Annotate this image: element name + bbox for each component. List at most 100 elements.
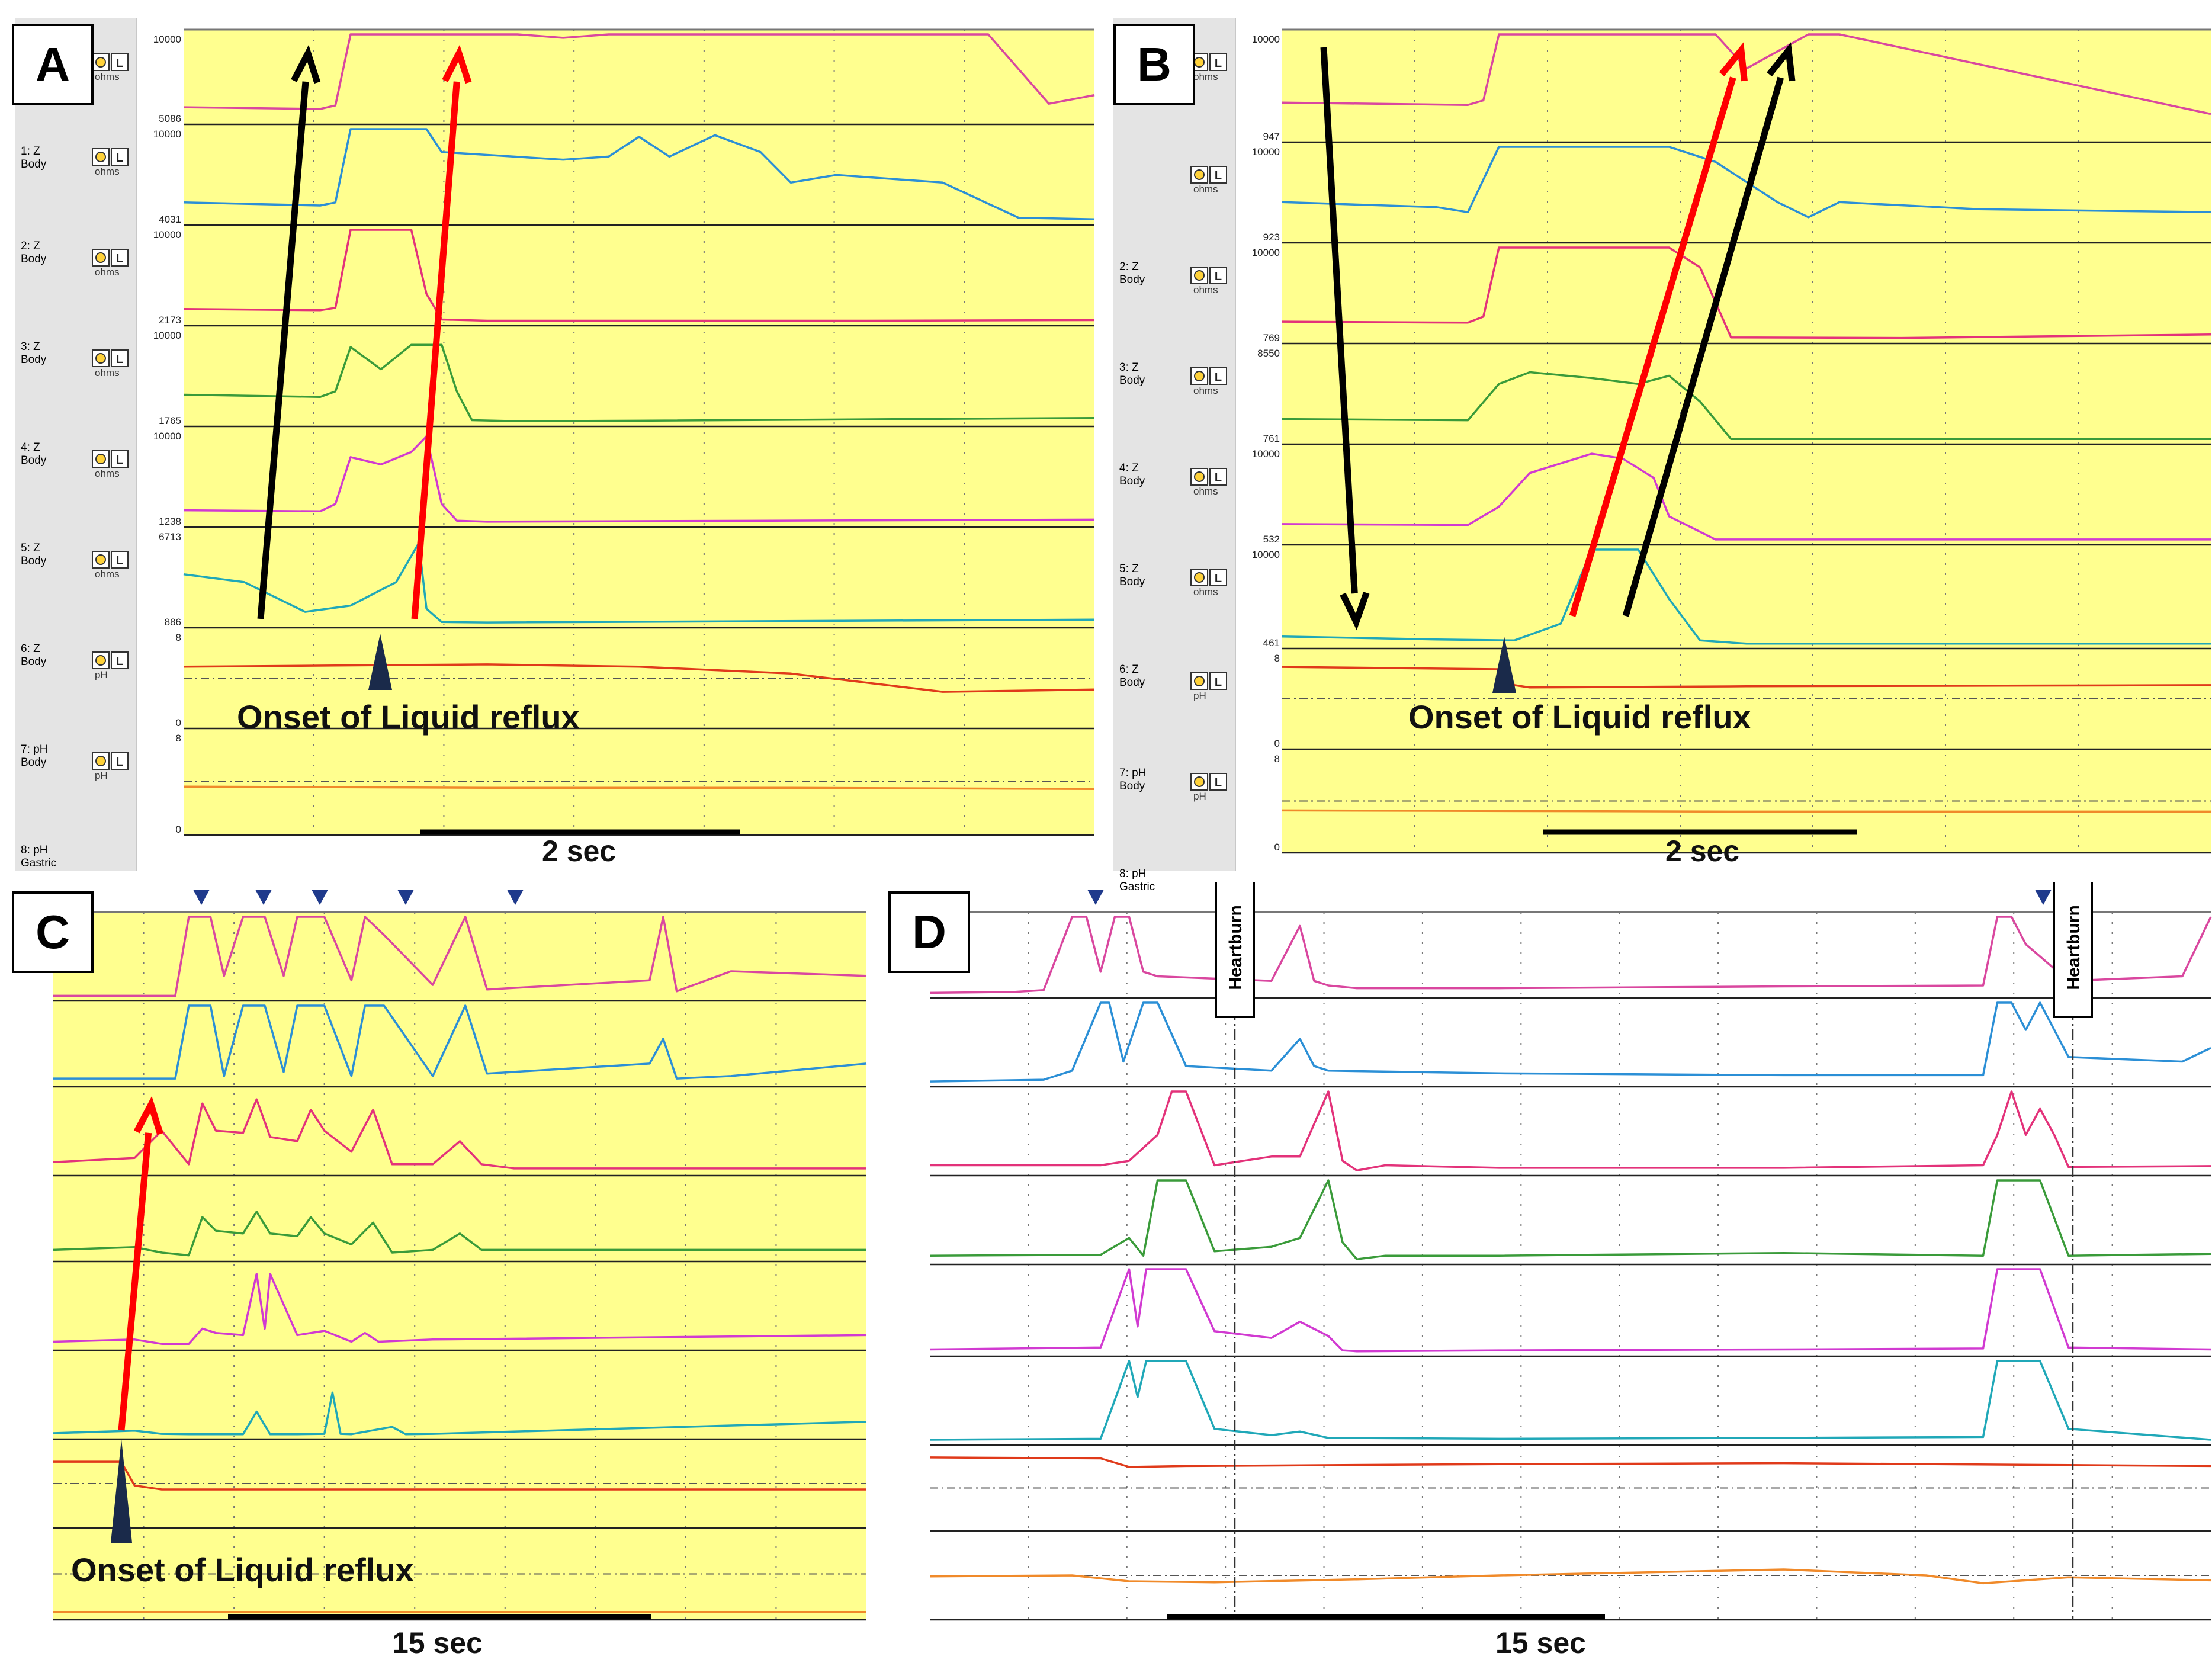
channel-min-label: 947 bbox=[1263, 131, 1280, 142]
channel-max-label: 8 bbox=[176, 733, 181, 744]
channel-max-label: 10000 bbox=[153, 229, 181, 240]
channel-min-label: 0 bbox=[176, 824, 181, 835]
swallow-marker bbox=[312, 890, 328, 905]
trace-line bbox=[53, 1391, 867, 1436]
panel-letter: A bbox=[12, 24, 94, 105]
plot-background bbox=[53, 912, 866, 1620]
channel-settings-icon[interactable]: L bbox=[92, 349, 129, 367]
channel-name: 4: Z Body bbox=[1119, 462, 1145, 487]
plot-area: 10000 947 10000 923 10000 769 8550 761 10000 532 1… bbox=[1235, 18, 2212, 871]
channel-settings-icon[interactable]: L bbox=[92, 53, 129, 71]
svg-text:L: L bbox=[1215, 471, 1222, 484]
trace-line bbox=[183, 128, 1095, 220]
svg-text:L: L bbox=[116, 756, 123, 769]
channel-max-label: 10000 bbox=[1252, 146, 1280, 158]
trace-line bbox=[1282, 33, 2211, 115]
trace-line bbox=[1282, 809, 2211, 813]
channel-settings-icon[interactable]: L bbox=[92, 551, 129, 569]
onset-marker bbox=[368, 634, 392, 690]
channel-name: 1: Z Body bbox=[21, 145, 47, 171]
channel-settings-icon[interactable]: L bbox=[1190, 569, 1227, 586]
channel-min-label: 4031 bbox=[159, 214, 181, 225]
channel-settings-icon[interactable]: L bbox=[92, 752, 129, 770]
trace-line bbox=[53, 1460, 866, 1491]
channel-name: 6: Z Body bbox=[21, 643, 47, 668]
trace-line bbox=[53, 1098, 866, 1170]
channel-settings-icon[interactable]: L bbox=[92, 249, 129, 267]
svg-text:L: L bbox=[116, 454, 123, 467]
channel-settings-icon[interactable]: L bbox=[92, 148, 129, 166]
svg-text:L: L bbox=[116, 353, 123, 366]
scale-bar-label-a: 2 sec bbox=[542, 834, 617, 868]
channel-max-label: 10000 bbox=[1252, 34, 1280, 45]
panel-letter: D bbox=[888, 891, 970, 973]
channel-unit: ohms bbox=[95, 166, 120, 177]
svg-text:L: L bbox=[116, 152, 123, 165]
channel-name: 6: Z Body bbox=[1119, 663, 1145, 689]
trace-line bbox=[929, 916, 2212, 994]
channel-min-label: 1765 bbox=[159, 415, 181, 426]
channel-unit: ohms bbox=[1193, 284, 1218, 296]
channel-unit: ohms bbox=[95, 468, 120, 479]
svg-text:L: L bbox=[1215, 572, 1222, 585]
channel-settings-icon[interactable]: L bbox=[1190, 367, 1227, 385]
channel-max-label: 10000 bbox=[153, 330, 181, 341]
channel-unit: ohms bbox=[1193, 184, 1218, 195]
trace-chart: 1658100001242100008491000010451000013821… bbox=[900, 877, 2212, 1621]
channel-unit: ohms bbox=[95, 267, 120, 278]
channel-max-label: 8550 bbox=[1257, 348, 1280, 359]
channel-settings-icon[interactable]: L bbox=[1190, 53, 1227, 71]
svg-text:L: L bbox=[1215, 676, 1222, 689]
black-arrow bbox=[1320, 47, 1370, 631]
panel-letter: B bbox=[1113, 24, 1195, 105]
black-arrow bbox=[257, 44, 321, 619]
channel-unit: ohms bbox=[1193, 385, 1218, 396]
trace-line bbox=[53, 1211, 866, 1257]
swallow-marker bbox=[2035, 890, 2052, 905]
panel-c: 1260100007814374583314834938562246459207… bbox=[0, 882, 868, 1663]
channel-unit: pH bbox=[95, 669, 108, 680]
swallow-marker bbox=[507, 890, 524, 905]
channel-max-label: 10000 bbox=[1252, 549, 1280, 560]
trace-line bbox=[183, 785, 1095, 791]
trace-line bbox=[1282, 246, 2211, 339]
channel-min-label: 0 bbox=[176, 717, 181, 728]
channel-name: 8: pH Gastric bbox=[1119, 868, 1155, 893]
svg-text:L: L bbox=[1215, 270, 1222, 283]
trace-line bbox=[929, 1568, 2211, 1585]
svg-text:L: L bbox=[116, 252, 123, 265]
channel-settings-icon[interactable]: L bbox=[92, 651, 129, 669]
channel-unit: pH bbox=[1193, 690, 1206, 701]
panel-a: 10000 5086 10000 4031 10000 2173 10000 1765 1000… bbox=[0, 0, 1096, 871]
channel-settings-icon[interactable]: L bbox=[1190, 773, 1227, 791]
channel-max-label: 10000 bbox=[1252, 448, 1280, 460]
channel-unit: pH bbox=[95, 770, 108, 781]
channel-min-label: 2173 bbox=[159, 314, 181, 326]
trace-chart: 10000 947 10000 923 10000 769 8550 761 10000 532 1… bbox=[1252, 28, 2211, 854]
plot-background bbox=[184, 30, 1094, 835]
swallow-marker bbox=[193, 890, 210, 905]
trace-line bbox=[929, 1360, 2211, 1441]
channel-max-label: 10000 bbox=[153, 129, 181, 140]
trace-line bbox=[53, 916, 867, 997]
heartburn-label: Heartburn bbox=[2053, 877, 2093, 1018]
trace-chart: 1260100007814374583314834938562246459207… bbox=[23, 890, 867, 1621]
channel-max-label: 10000 bbox=[153, 34, 181, 45]
svg-text:L: L bbox=[116, 57, 123, 70]
svg-text:L: L bbox=[1215, 776, 1222, 789]
svg-text:Heartburn: Heartburn bbox=[2064, 905, 2083, 990]
channel-settings-icon[interactable]: L bbox=[1190, 166, 1227, 184]
channel-name: 4: Z Body bbox=[21, 441, 47, 467]
channel-settings-icon[interactable]: L bbox=[1190, 672, 1227, 690]
heartburn-label: Heartburn bbox=[1215, 877, 1255, 1018]
channel-name: 7: pH Body bbox=[1119, 767, 1147, 792]
channel-settings-icon[interactable]: L bbox=[1190, 468, 1227, 486]
trace-line bbox=[183, 542, 1095, 624]
channel-min-label: 769 bbox=[1263, 332, 1280, 343]
trace-line bbox=[183, 33, 1095, 110]
red-arrow bbox=[118, 1096, 163, 1431]
trace-line bbox=[183, 435, 1095, 523]
channel-min-label: 923 bbox=[1263, 232, 1280, 243]
channel-settings-icon[interactable]: L bbox=[92, 450, 129, 468]
channel-settings-icon[interactable]: L bbox=[1190, 267, 1227, 284]
